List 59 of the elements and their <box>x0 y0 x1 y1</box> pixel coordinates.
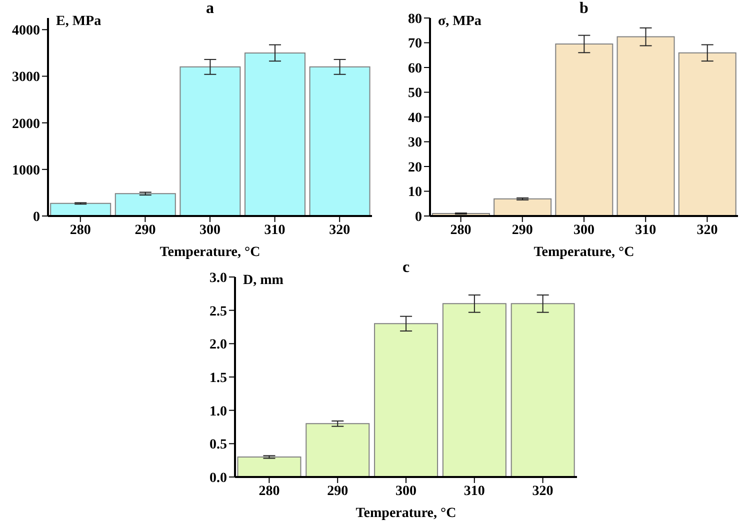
bar <box>50 202 112 216</box>
y-tick-label: 0 <box>33 210 40 225</box>
bar <box>244 52 306 216</box>
y-tick-label: 0 <box>415 210 422 225</box>
y-tick-label: 60 <box>408 61 422 76</box>
y-tick-label: 2.0 <box>210 338 227 353</box>
x-tick-label: 280 <box>70 222 91 238</box>
x-tick-label: 290 <box>134 222 156 238</box>
y-axis-title: E, MPa <box>56 14 102 30</box>
y-tick-label: 30 <box>408 136 422 151</box>
bar <box>442 303 506 477</box>
x-axis-title: Temperature, °C <box>356 506 456 521</box>
y-tick-label: 1.5 <box>210 370 227 386</box>
x-tick-label: 280 <box>450 222 472 238</box>
y-axis-title: D, mm <box>243 273 284 289</box>
x-tick-label: 320 <box>532 484 554 499</box>
y-tick-label: 10 <box>408 185 422 200</box>
x-tick-label: 320 <box>329 222 350 238</box>
bar <box>306 423 370 477</box>
y-tick-label: 1000 <box>12 163 40 178</box>
x-tick-label: 310 <box>635 222 656 238</box>
bar <box>510 303 575 477</box>
bar <box>555 43 614 216</box>
x-tick-label: 310 <box>264 222 286 238</box>
y-tick-label: 40 <box>408 110 422 126</box>
x-tick-label: 290 <box>512 222 533 238</box>
bar <box>114 193 176 216</box>
chart-title: c <box>402 259 410 276</box>
bar <box>494 198 552 216</box>
bar <box>237 456 302 477</box>
bar <box>374 323 438 477</box>
bar <box>678 52 736 216</box>
y-axis-title: σ, MPa <box>438 14 482 30</box>
bar <box>616 36 675 216</box>
y-tick-label: 3.0 <box>210 270 227 286</box>
x-axis-title: Temperature, °C <box>534 245 634 260</box>
y-tick-label: 70 <box>408 36 422 52</box>
chart-title: a <box>206 0 214 17</box>
x-tick-label: 290 <box>327 484 348 499</box>
x-tick-label: 300 <box>396 484 416 499</box>
x-tick-label: 310 <box>464 484 485 499</box>
x-tick-label: 300 <box>200 222 220 238</box>
y-tick-label: 4000 <box>12 24 40 39</box>
bar <box>309 66 370 216</box>
bar <box>180 66 241 216</box>
y-tick-label: 2000 <box>12 116 40 132</box>
x-tick-label: 280 <box>258 484 280 499</box>
y-tick-label: 0.5 <box>210 438 227 453</box>
x-axis-title: Temperature, °C <box>160 245 260 260</box>
x-tick-label: 320 <box>696 222 718 238</box>
y-tick-label: 0.0 <box>210 470 227 486</box>
y-tick-label: 2.5 <box>210 304 227 320</box>
y-tick-label: 80 <box>408 12 422 27</box>
y-tick-label: 50 <box>408 86 422 102</box>
y-tick-label: 20 <box>408 160 422 176</box>
y-tick-label: 3000 <box>12 70 40 86</box>
x-tick-label: 300 <box>574 222 594 238</box>
y-tick-label: 1.0 <box>210 404 227 420</box>
chart-title: b <box>580 0 588 17</box>
